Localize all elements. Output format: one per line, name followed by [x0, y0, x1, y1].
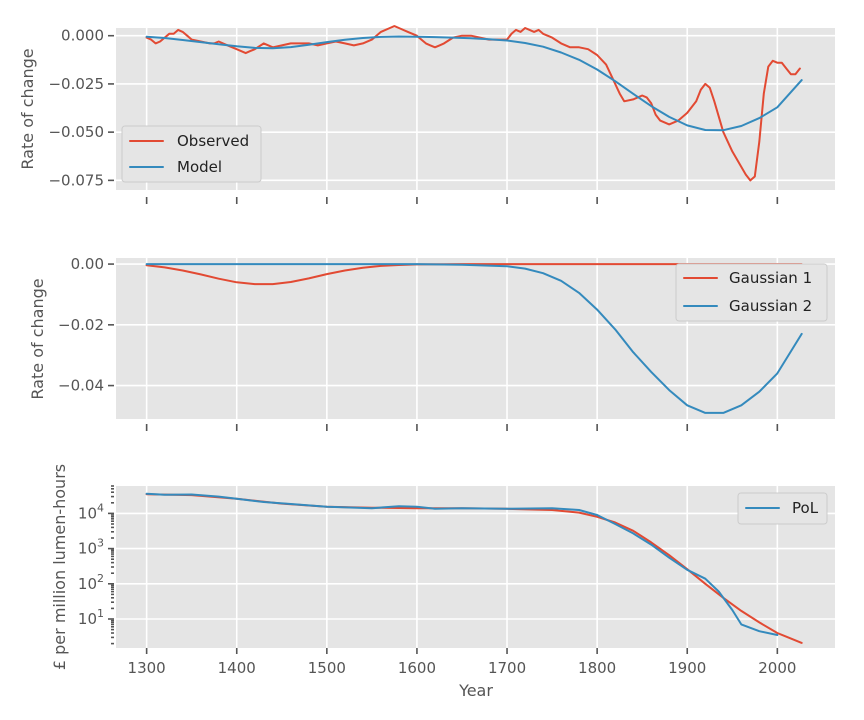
series-line-gaussian-1: [145, 263, 803, 286]
series-line-model: [145, 35, 803, 132]
legend-bottom[interactable]: PoL: [737, 492, 828, 525]
legend-label-gaussian-1: Gaussian 1: [729, 269, 812, 287]
y-tick-label: −0.04: [58, 377, 104, 395]
x-tick-label: 1600: [398, 659, 436, 677]
y-tick-label: 0.00: [71, 255, 104, 273]
legend-box-bottom: [737, 492, 828, 525]
xticks-middle: [145, 424, 779, 431]
y-tick-label: −0.02: [58, 316, 104, 334]
xlabel-bottom: Year: [458, 681, 493, 700]
y-tick-label: −0.075: [48, 171, 104, 189]
ylabel-bottom: £ per million lumen-hours: [50, 464, 69, 670]
x-tick-label: 1500: [308, 659, 346, 677]
legend-middle[interactable]: Gaussian 1 Gaussian 2: [675, 263, 828, 322]
plot-area-bottom: [116, 486, 835, 648]
x-tick-label: 1800: [578, 659, 616, 677]
ylabel-middle: Rate of change: [28, 278, 47, 399]
series-top: [145, 25, 803, 182]
series-line-gaussian-2: [145, 263, 803, 414]
y-tick-label: −0.025: [48, 75, 104, 93]
x-tick-label: 1700: [488, 659, 526, 677]
series-line-pol: [145, 492, 779, 636]
series-middle: [145, 263, 803, 414]
legend-top[interactable]: Observed Model: [121, 125, 262, 183]
yticks-middle: 0.00 −0.02 −0.04: [58, 255, 114, 395]
panel-middle: 0.00 −0.02 −0.04 Rate of change Gaussian 1…: [28, 255, 835, 431]
x-tick-label: 2000: [758, 659, 796, 677]
x-tick-label: 1400: [218, 659, 256, 677]
legend-label-pol: PoL: [792, 499, 819, 517]
yticks-top: 0.000 −0.025 −0.050 −0.075: [48, 27, 114, 189]
legend-label-observed: Observed: [177, 132, 249, 150]
xticks-bottom: 1300 1400 1500 1600 1700 1800 1900 2000: [128, 648, 796, 677]
y-tick-label: −0.050: [48, 123, 104, 141]
x-tick-label: 1300: [128, 659, 166, 677]
panel-top: 0.000 −0.025 −0.050 −0.075 Rate of change O…: [18, 25, 835, 204]
x-tick-label: 1900: [668, 659, 706, 677]
grid-bottom: [116, 486, 835, 648]
legend-label-model: Model: [177, 158, 222, 176]
minor-ticks-bottom: [111, 485, 114, 645]
y-tick-label: 0.000: [61, 27, 104, 45]
legend-label-gaussian-2: Gaussian 2: [729, 297, 812, 315]
series-bottom: [145, 492, 803, 644]
xticks-top: [145, 197, 779, 204]
ylabel-top: Rate of change: [18, 48, 37, 169]
